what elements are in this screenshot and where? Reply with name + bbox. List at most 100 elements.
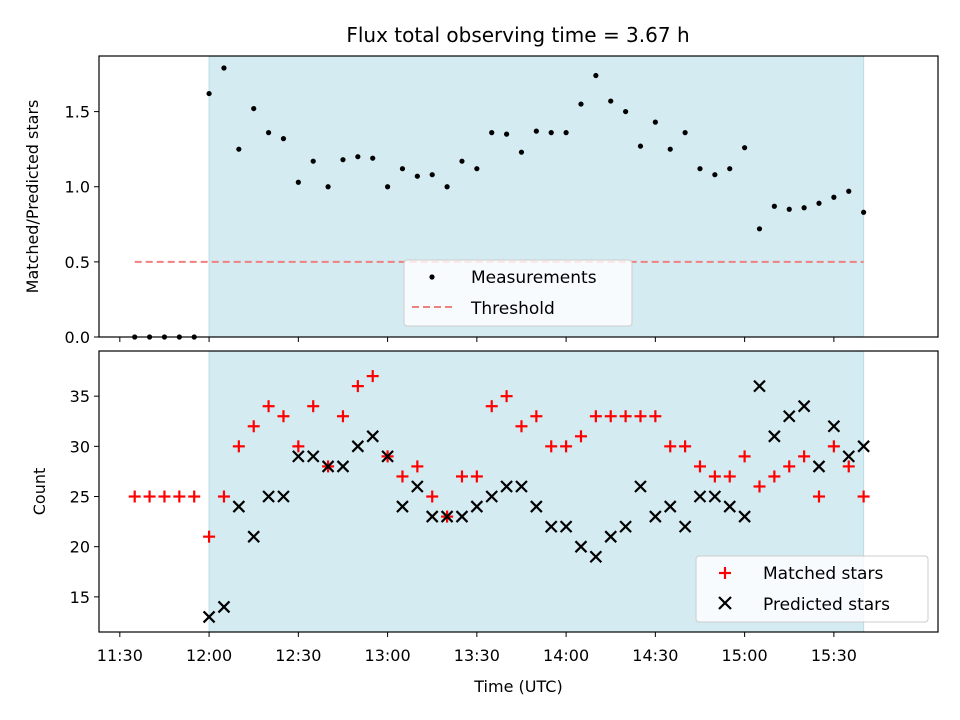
measurement-point bbox=[786, 206, 792, 212]
matched-star-point bbox=[723, 470, 736, 483]
predicted-star-point bbox=[411, 480, 424, 493]
predicted-star-point bbox=[262, 490, 275, 503]
measurement-point bbox=[265, 130, 272, 136]
predicted-star-point bbox=[619, 520, 632, 533]
predicted-star-point bbox=[277, 490, 290, 503]
measurement-point bbox=[578, 101, 584, 107]
predicted-star-point bbox=[440, 510, 454, 523]
matched-star-point bbox=[351, 380, 364, 393]
measurement-points bbox=[132, 65, 867, 340]
matched-star-point bbox=[783, 460, 796, 473]
matched-star-point bbox=[693, 460, 706, 473]
predicted-star-point bbox=[738, 510, 751, 523]
matched-star-point bbox=[768, 470, 781, 483]
measurement-point bbox=[623, 108, 629, 115]
predicted-star-point bbox=[678, 520, 692, 533]
measurement-point bbox=[548, 130, 554, 136]
legend-matched-label: Matched stars bbox=[763, 564, 883, 584]
matched-star-point bbox=[738, 450, 751, 463]
matched-star-point bbox=[262, 400, 275, 413]
x-tick-label: 15:30 bbox=[811, 646, 857, 665]
matched-star-point bbox=[708, 470, 721, 483]
legend-matched-marker bbox=[719, 567, 731, 579]
measurement-point bbox=[384, 184, 391, 190]
predicted-star-point bbox=[500, 480, 513, 493]
x-tick-label: 13:00 bbox=[365, 646, 411, 665]
matched-star-point bbox=[143, 490, 156, 503]
predicted-star-point bbox=[306, 450, 320, 463]
bottom-y-tick-label: 30 bbox=[70, 437, 90, 456]
predicted-star-point bbox=[485, 490, 499, 503]
predicted-star-point bbox=[634, 480, 647, 493]
predicted-star-point bbox=[723, 500, 737, 513]
predicted-star-point bbox=[381, 450, 394, 463]
measurement-point bbox=[861, 209, 867, 215]
top-y-tick-label: 0.0 bbox=[65, 328, 90, 347]
matched-star-point bbox=[634, 410, 647, 423]
x-tick-label: 11:30 bbox=[97, 646, 143, 665]
predicted-star-point bbox=[292, 450, 305, 463]
x-tick-label: 14:00 bbox=[543, 646, 589, 665]
predicted-star-point bbox=[753, 379, 766, 393]
predicted-star-point bbox=[842, 450, 856, 463]
matched-star-point bbox=[277, 410, 290, 423]
measurement-point bbox=[771, 203, 777, 209]
measurement-point bbox=[801, 205, 807, 211]
bottom-y-tick-label: 35 bbox=[70, 387, 90, 406]
predicted-star-point bbox=[425, 510, 439, 523]
measurement-point bbox=[310, 158, 316, 164]
measurement-point bbox=[712, 172, 718, 178]
legend-measurements-marker bbox=[429, 274, 435, 280]
matched-star-point bbox=[842, 460, 855, 473]
measurement-point bbox=[221, 65, 227, 71]
predicted-star-point bbox=[455, 510, 469, 523]
x-tick-label: 12:30 bbox=[275, 646, 321, 665]
matched-star-point bbox=[455, 470, 468, 483]
measurement-point bbox=[727, 166, 733, 172]
measurement-point bbox=[236, 146, 242, 152]
matched-star-point bbox=[515, 420, 528, 433]
matched-star-point bbox=[307, 400, 320, 413]
top-axis-ticks: 0.0 0.5 1.0 1.5 bbox=[65, 103, 835, 347]
matched-star-point bbox=[664, 440, 677, 453]
measurement-point bbox=[474, 166, 480, 172]
measurement-point bbox=[340, 157, 346, 163]
matched-star-point bbox=[589, 410, 602, 423]
predicted-star-point bbox=[202, 610, 216, 624]
predicted-star-point bbox=[232, 500, 246, 513]
bottom-axis-ticks: 15 20 25 30 35 11:30 12:00 12:30 13:00 13:30 14:00… bbox=[70, 387, 857, 665]
measurement-point bbox=[489, 130, 495, 136]
predicted-star-point bbox=[708, 490, 722, 503]
measurement-point bbox=[667, 146, 673, 152]
measurement-point bbox=[503, 131, 510, 137]
measurement-point bbox=[831, 194, 837, 200]
matched-star-point bbox=[857, 490, 870, 503]
bottom-y-tick-label: 25 bbox=[70, 488, 90, 507]
predicted-star-point bbox=[768, 430, 781, 443]
top-legend-box bbox=[403, 259, 633, 327]
measurement-point bbox=[697, 166, 703, 172]
matched-star-point bbox=[188, 490, 201, 503]
matched-star-point bbox=[366, 370, 379, 383]
measurement-point bbox=[414, 173, 420, 179]
x-tick-label: 12:00 bbox=[186, 646, 232, 665]
measurement-point bbox=[533, 128, 539, 134]
matched-star-point bbox=[203, 530, 216, 543]
matched-star-point bbox=[470, 470, 483, 483]
bottom-y-tick-label: 15 bbox=[70, 588, 90, 607]
matched-star-point bbox=[500, 390, 513, 403]
matched-star-point bbox=[530, 410, 543, 423]
predicted-star-point bbox=[812, 460, 826, 473]
legend-predicted-label: Predicted stars bbox=[763, 595, 890, 615]
top-y-axis-label: Matched/Predicted stars bbox=[23, 100, 42, 294]
matched-star-point bbox=[396, 470, 409, 483]
measurement-point bbox=[608, 98, 614, 104]
predicted-star-point bbox=[604, 530, 618, 543]
matched-star-point bbox=[411, 460, 424, 473]
bottom-panel: 15 20 25 30 35 11:30 12:00 12:30 13:00 13:30 14:00… bbox=[30, 350, 939, 696]
measurement-point bbox=[816, 200, 822, 206]
predicted-star-point bbox=[544, 520, 558, 533]
x-tick-label: 15:00 bbox=[722, 646, 768, 665]
measurement-point bbox=[637, 143, 644, 149]
